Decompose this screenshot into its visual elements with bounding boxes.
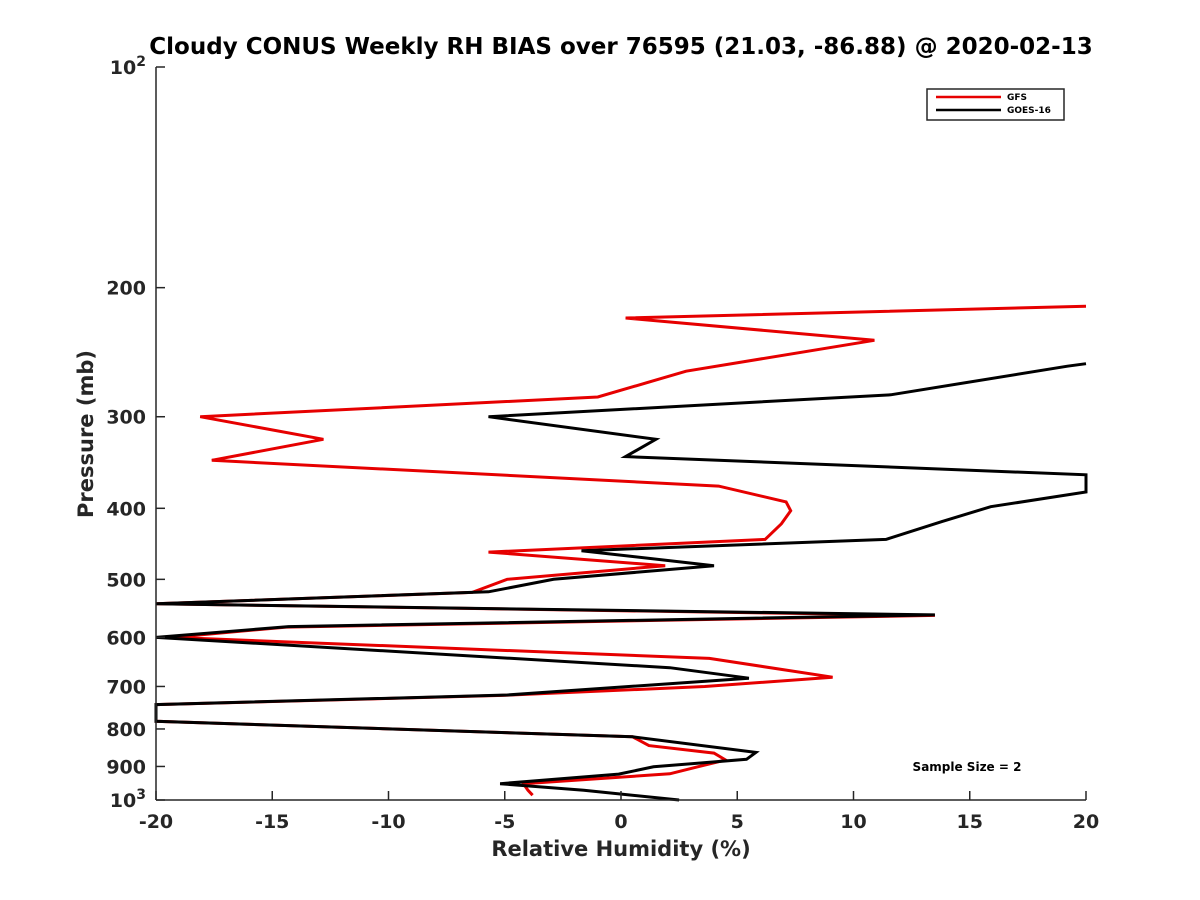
- y-tick-label-top: 102: [110, 54, 146, 79]
- x-tick-label: 20: [1073, 811, 1099, 833]
- y-tick-label: 400: [106, 498, 146, 520]
- x-tick-label: 15: [957, 811, 983, 833]
- chart-title: Cloudy CONUS Weekly RH BIAS over 76595 (…: [149, 34, 1092, 60]
- y-tick-label: 600: [106, 627, 146, 649]
- y-tick-label-bottom: 103: [110, 787, 146, 812]
- x-tick-label: -20: [139, 811, 173, 833]
- y-tick-label: 300: [106, 407, 146, 429]
- legend: GFS GOES-16: [926, 88, 1065, 121]
- plot-area: [154, 304, 1088, 802]
- x-axis-label: Relative Humidity (%): [491, 837, 750, 861]
- x-tick-label: -15: [255, 811, 289, 833]
- x-tick-label: 0: [614, 811, 627, 833]
- x-tick-label: -5: [494, 811, 515, 833]
- legend-box: [926, 88, 1065, 121]
- x-axis-ticks: -20 -15 -10 -5 0 5 10 15 20: [139, 791, 1099, 833]
- y-tick-label: 200: [106, 278, 146, 300]
- series-layer: [154, 304, 1088, 802]
- series-line-goes-16: [154, 362, 1088, 802]
- x-tick-label: -10: [371, 811, 405, 833]
- y-tick-label: 700: [106, 676, 146, 698]
- y-axis-label: Pressure (mb): [74, 350, 98, 518]
- x-tick-label: 5: [731, 811, 744, 833]
- x-tick-label: 10: [840, 811, 866, 833]
- y-tick-label: 800: [106, 719, 146, 741]
- y-axis-ticks: 200 300 400 500 600 700 800 900 102 103: [106, 54, 165, 812]
- legend-gfs-label: GFS: [1007, 93, 1027, 103]
- legend-goes16-label: GOES-16: [1007, 106, 1051, 116]
- y-tick-label: 900: [106, 756, 146, 778]
- sample-size-annotation: Sample Size = 2: [913, 760, 1022, 774]
- y-tick-label: 500: [106, 569, 146, 591]
